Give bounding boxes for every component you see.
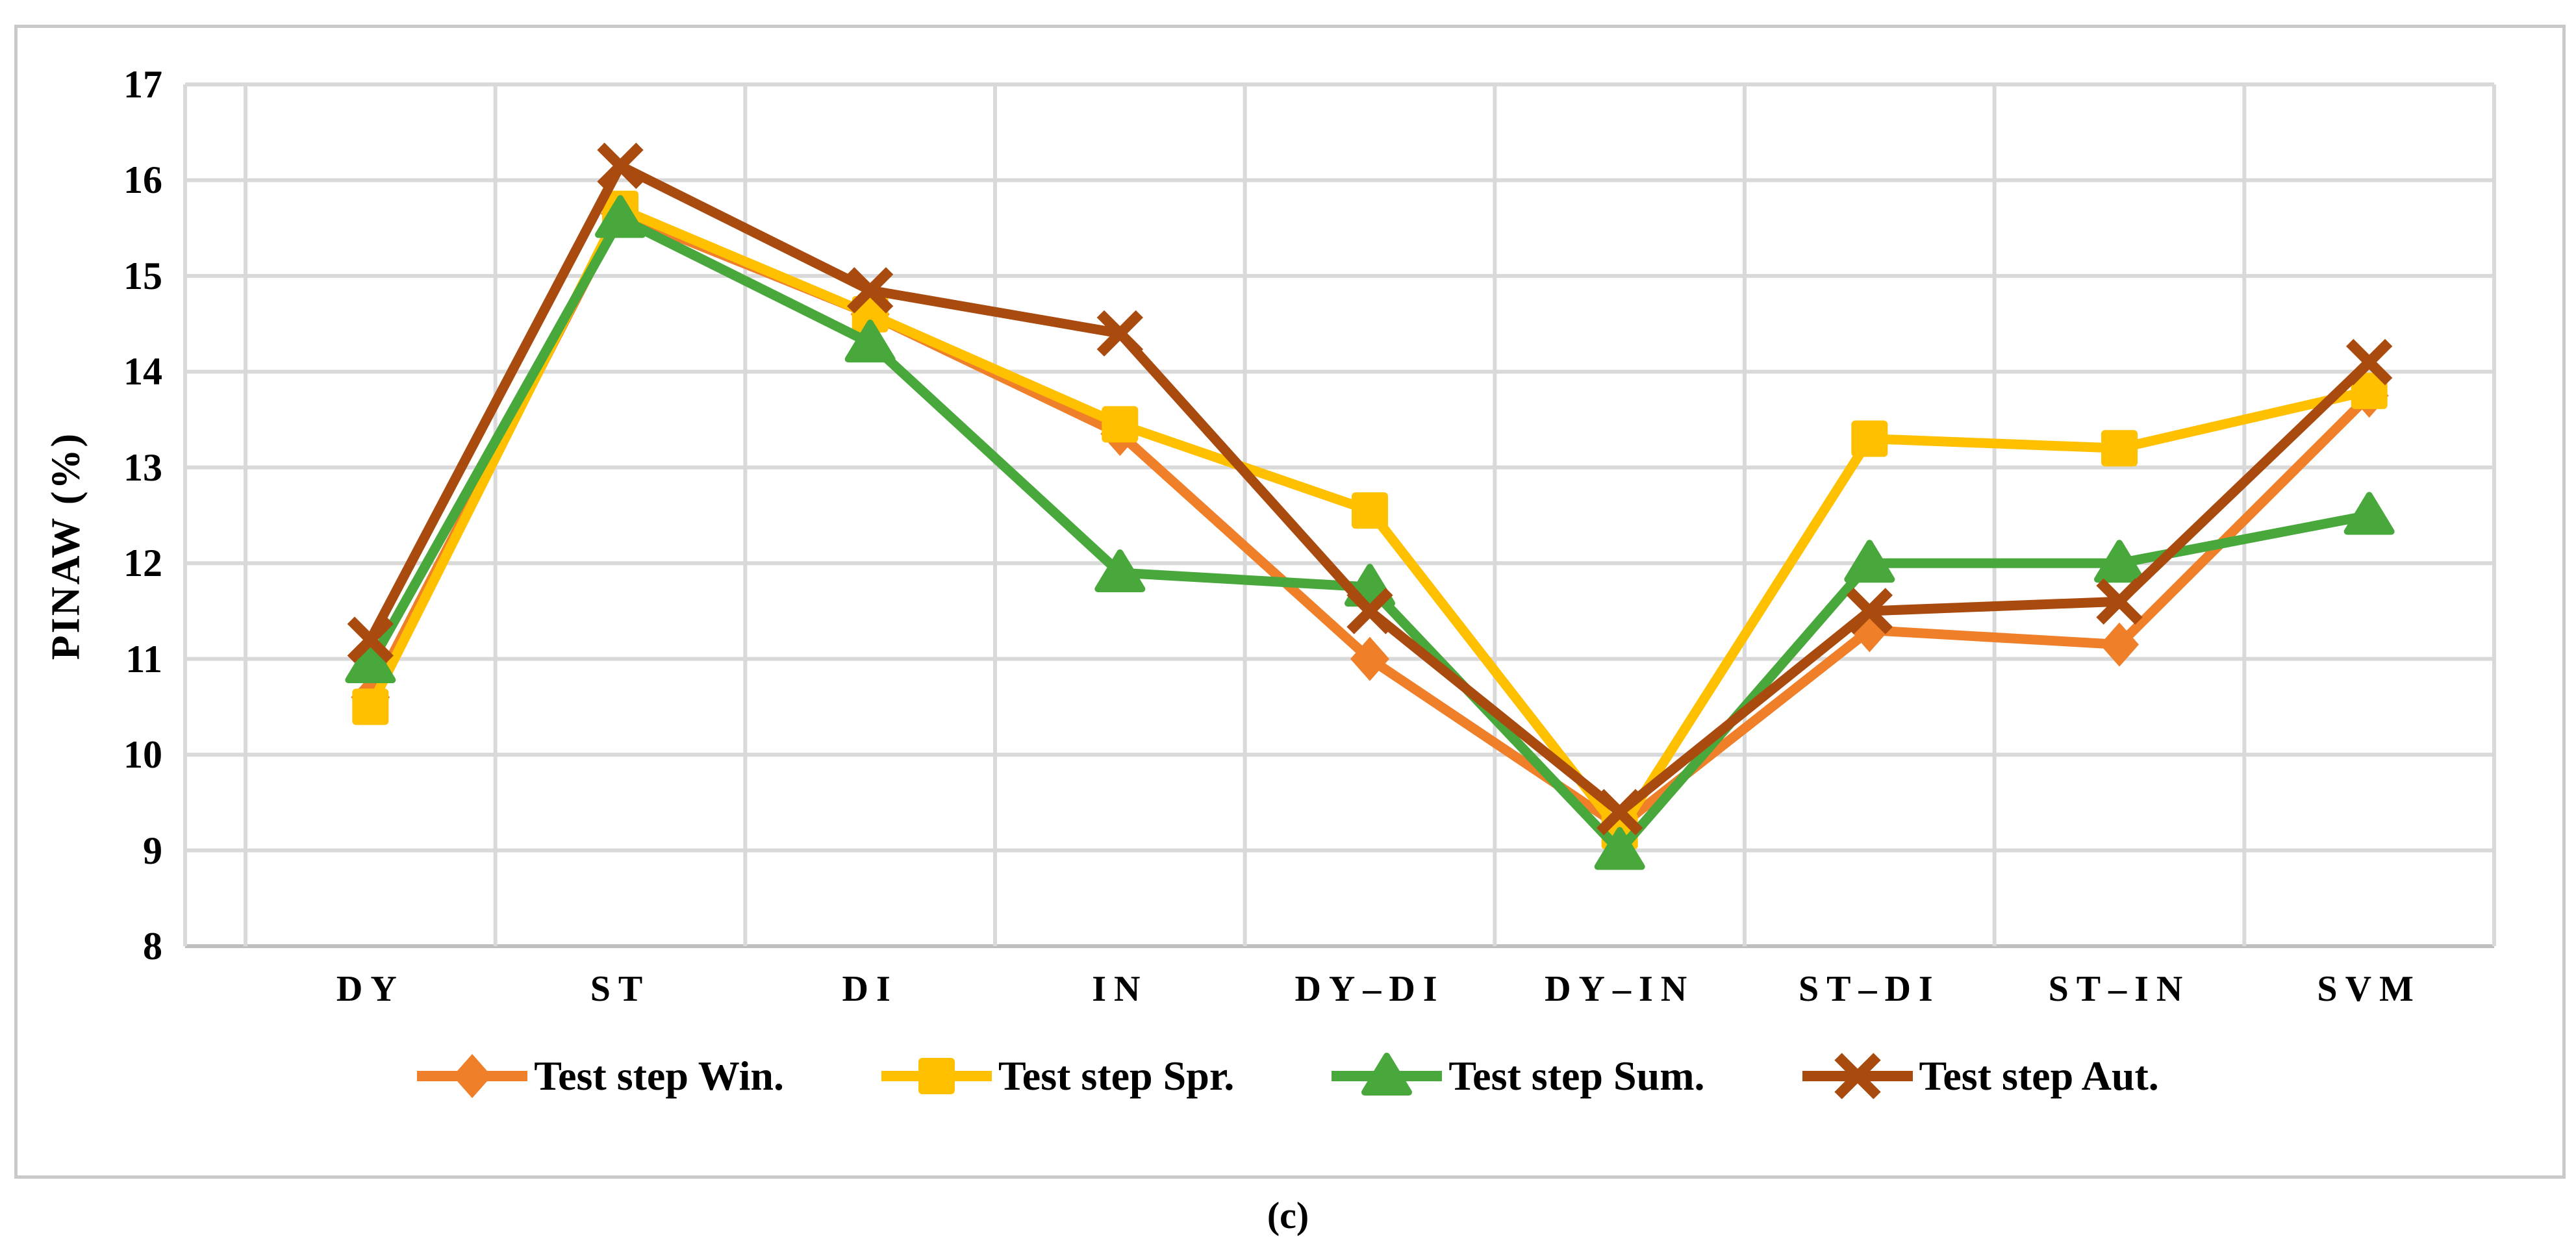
y-axis-tick-label: 15 xyxy=(123,254,162,297)
data-point-triangle-icon xyxy=(2343,492,2395,535)
data-point-triangle-icon xyxy=(1594,827,1645,870)
y-axis-tick-label: 14 xyxy=(123,350,162,394)
data-point-x-icon xyxy=(347,616,394,663)
y-axis-tick-label: 10 xyxy=(123,733,162,777)
x-axis-category-label: DI xyxy=(842,969,898,1009)
data-point-diamond-icon xyxy=(453,1054,492,1098)
data-point-square-icon xyxy=(2101,430,2138,467)
data-point-triangle-icon xyxy=(844,320,896,363)
legend-label: Test step Spr. xyxy=(998,1053,1235,1099)
x-axis-category-label: SVM xyxy=(2317,969,2421,1009)
data-point-diamond-icon xyxy=(1350,636,1389,681)
y-axis-tick-label: 8 xyxy=(143,925,162,968)
legend-marker-diamond-icon xyxy=(417,1054,528,1098)
data-point-x-icon xyxy=(597,142,644,189)
data-point-x-icon xyxy=(2346,338,2393,386)
figure-caption: (c) xyxy=(1267,1194,1309,1236)
legend-item: Test step Sum. xyxy=(1332,1047,1705,1105)
figure-border: PINAW (%) xyxy=(14,25,2566,1179)
legend-marker-x-icon xyxy=(1802,1053,1913,1099)
data-point-x-icon xyxy=(1346,588,1393,634)
x-axis-category-label: DY–DI xyxy=(1294,969,1445,1009)
x-axis-category-label: DY–IN xyxy=(1545,969,1695,1009)
legend-item: Test step Spr. xyxy=(881,1047,1234,1105)
y-axis-tick-label: 17 xyxy=(123,63,162,106)
data-point-x-icon xyxy=(1597,788,1643,836)
data-point-diamond-icon xyxy=(2100,622,2139,667)
data-point-triangle-icon xyxy=(345,640,396,684)
data-point-square-icon xyxy=(1851,420,1888,457)
y-axis-tick-label: 11 xyxy=(125,637,162,681)
legend-label: Test step Sum. xyxy=(1448,1053,1705,1099)
data-point-x-icon xyxy=(2096,578,2143,625)
series-2 xyxy=(352,190,2388,850)
x-axis-category-label: IN xyxy=(1092,969,1148,1009)
x-axis-category-label: ST–IN xyxy=(2048,969,2191,1009)
data-point-triangle-icon xyxy=(1361,1053,1413,1096)
data-point-square-icon xyxy=(2351,372,2388,409)
x-axis-category-label: ST xyxy=(590,969,651,1009)
series-3 xyxy=(345,195,2395,870)
data-point-triangle-icon xyxy=(2094,540,2145,583)
x-axis-category-label: ST–DI xyxy=(1798,969,1941,1009)
data-point-x-icon xyxy=(847,267,894,314)
series-line xyxy=(365,160,2375,818)
data-point-triangle-icon xyxy=(595,195,646,238)
data-point-square-icon xyxy=(1102,406,1139,443)
legend: Test step Win. Test step Spr. Test step Su… xyxy=(0,1047,2576,1105)
data-point-x-icon xyxy=(1096,310,1143,357)
data-point-triangle-icon xyxy=(1094,549,1146,592)
legend-label: Test step Aut. xyxy=(1919,1053,2159,1099)
legend-item: Test step Aut. xyxy=(1802,1047,2159,1105)
y-axis-tick-label: 13 xyxy=(123,445,162,489)
y-axis-tick-label: 12 xyxy=(123,542,162,585)
data-point-square-icon xyxy=(352,688,389,725)
data-point-x-icon xyxy=(1834,1053,1881,1099)
series-4 xyxy=(347,142,2393,836)
legend-label: Test step Win. xyxy=(534,1053,784,1099)
data-point-triangle-icon xyxy=(1844,540,1895,583)
y-axis-tick-label: 16 xyxy=(123,158,162,202)
legend-item: Test step Win. xyxy=(417,1047,784,1105)
data-point-x-icon xyxy=(1846,588,1893,634)
legend-marker-square-icon xyxy=(881,1058,992,1094)
y-axis-tick-label: 9 xyxy=(143,829,162,872)
x-axis-category-label: DY xyxy=(336,969,405,1009)
legend-marker-triangle-icon xyxy=(1332,1053,1443,1096)
data-point-square-icon xyxy=(1352,492,1388,529)
data-point-square-icon xyxy=(918,1058,955,1094)
